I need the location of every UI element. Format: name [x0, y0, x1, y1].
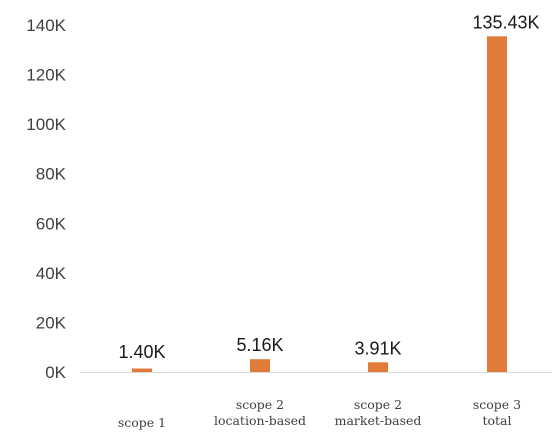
bars: [132, 36, 507, 372]
x-tick-label: location-based: [214, 413, 306, 428]
data-label: 1.40K: [118, 342, 165, 362]
y-axis: 0K 20K 40K 60K 80K 100K 120K 140K: [26, 16, 66, 382]
bar: [250, 359, 270, 372]
x-tick-label: scope 2: [354, 397, 402, 412]
x-tick-label: scope 2: [236, 397, 284, 412]
x-tick-label: scope 1: [118, 415, 166, 430]
data-labels: 1.40K 5.16K 3.91K 135.43K: [118, 12, 539, 362]
y-tick-label: 80K: [36, 165, 67, 184]
x-tick-label: total: [482, 413, 511, 428]
y-tick-label: 120K: [26, 66, 66, 85]
y-tick-label: 140K: [26, 16, 66, 35]
y-tick-label: 60K: [36, 214, 67, 233]
bar: [487, 36, 507, 372]
x-tick-label: market-based: [335, 413, 422, 428]
y-tick-label: 0K: [45, 363, 66, 382]
data-label: 5.16K: [236, 335, 283, 355]
y-tick-label: 100K: [26, 115, 66, 134]
data-label: 135.43K: [472, 12, 539, 32]
x-tick-label: scope 3: [473, 397, 521, 412]
bar: [132, 368, 152, 372]
y-tick-label: 20K: [36, 313, 67, 332]
y-tick-label: 40K: [36, 264, 67, 283]
bar: [368, 362, 388, 372]
data-label: 3.91K: [354, 338, 401, 358]
